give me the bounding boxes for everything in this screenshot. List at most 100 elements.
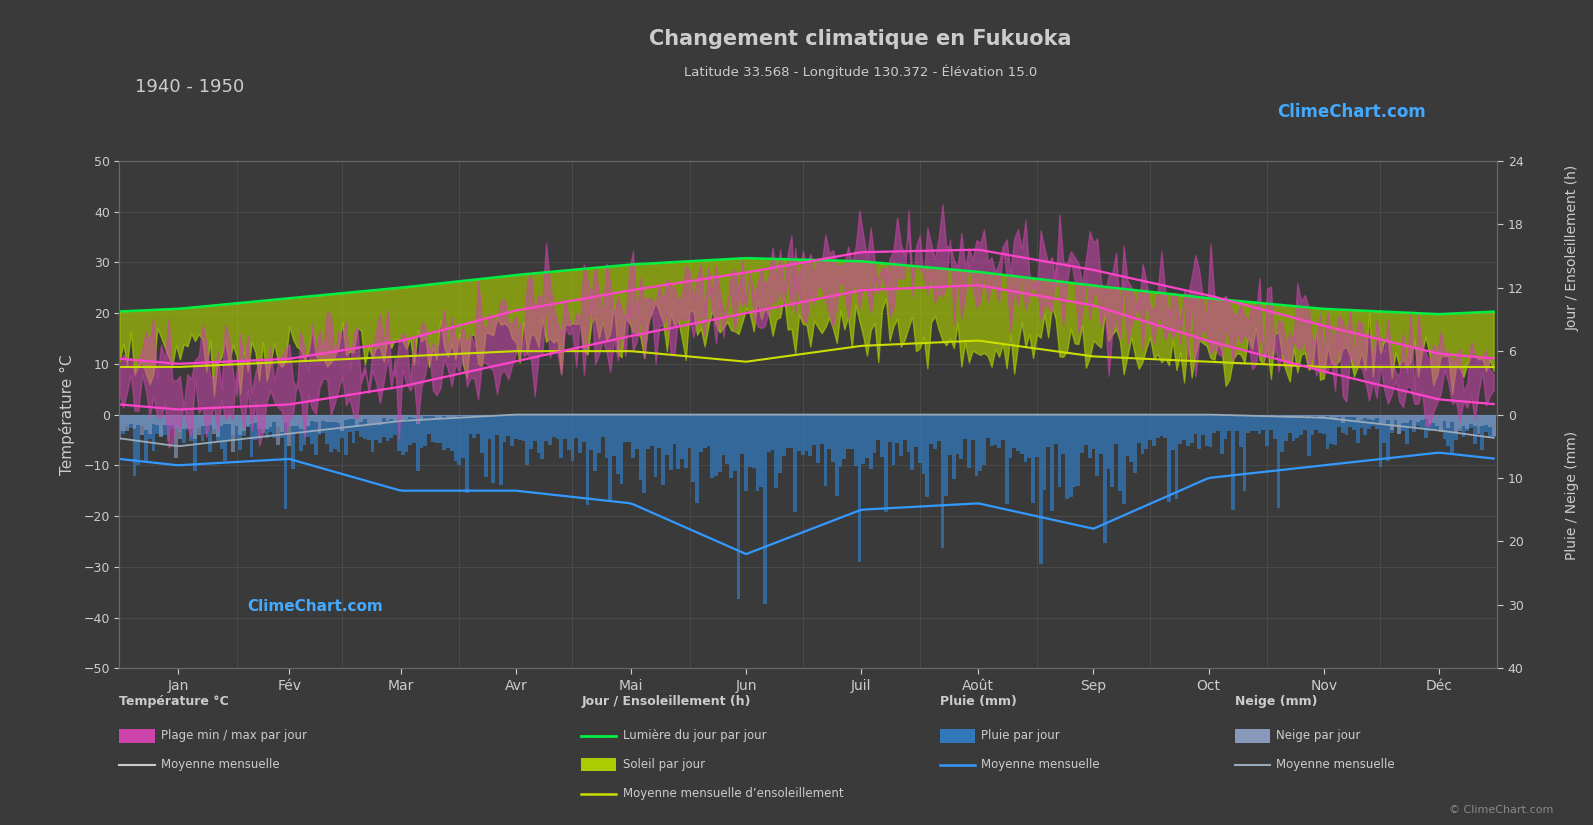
Bar <box>1352 414 1356 417</box>
Bar <box>397 414 401 420</box>
Bar <box>843 414 846 460</box>
Bar <box>1364 414 1367 417</box>
Bar <box>766 414 771 452</box>
Text: Moyenne mensuelle d’ensoleillement: Moyenne mensuelle d’ensoleillement <box>623 787 843 800</box>
Bar <box>204 414 209 434</box>
Bar <box>378 414 382 442</box>
Bar <box>790 414 793 448</box>
Bar <box>1352 414 1356 430</box>
Bar <box>386 414 389 441</box>
Bar <box>937 414 940 441</box>
Text: Lumière du jour par jour: Lumière du jour par jour <box>623 729 766 742</box>
Bar <box>382 414 386 437</box>
Bar <box>479 414 484 417</box>
Bar <box>209 414 212 425</box>
Bar <box>1325 414 1330 450</box>
Bar <box>1341 414 1344 423</box>
Bar <box>253 414 258 440</box>
Bar <box>1416 414 1419 427</box>
Bar <box>910 414 914 470</box>
Bar <box>1121 414 1126 504</box>
Text: © ClimeChart.com: © ClimeChart.com <box>1448 805 1553 815</box>
Bar <box>1480 414 1485 427</box>
Bar <box>1201 414 1204 435</box>
Bar <box>1419 414 1424 420</box>
Bar <box>752 414 755 468</box>
Bar <box>1394 414 1397 427</box>
Bar <box>416 414 419 424</box>
Bar <box>487 414 491 416</box>
Bar <box>408 414 413 446</box>
Bar <box>325 414 330 444</box>
Bar <box>1024 414 1027 462</box>
Bar <box>245 414 250 427</box>
Bar <box>1443 414 1446 439</box>
Bar <box>239 414 242 435</box>
Bar <box>1258 414 1262 416</box>
Bar <box>303 414 306 446</box>
Bar <box>1012 414 1016 447</box>
Bar <box>1262 414 1265 431</box>
Bar <box>495 414 499 435</box>
Bar <box>1258 414 1262 434</box>
Bar <box>725 414 730 464</box>
Bar <box>672 414 677 444</box>
Bar <box>918 414 922 463</box>
Bar <box>132 414 137 476</box>
Bar <box>389 414 393 437</box>
Bar <box>269 414 272 431</box>
Bar <box>1333 414 1337 420</box>
Bar <box>198 414 201 435</box>
Bar <box>405 414 408 419</box>
Bar <box>809 414 812 456</box>
Bar <box>424 414 427 446</box>
Bar <box>1228 414 1231 431</box>
Bar <box>1416 414 1419 422</box>
Text: Soleil par jour: Soleil par jour <box>623 758 706 771</box>
Bar <box>755 414 760 491</box>
Bar <box>209 414 212 451</box>
Bar <box>1047 414 1050 446</box>
Bar <box>710 414 714 478</box>
Bar <box>382 414 386 418</box>
Bar <box>137 414 140 425</box>
Bar <box>1330 414 1333 444</box>
Bar <box>929 414 933 444</box>
Bar <box>1424 414 1427 437</box>
Bar <box>1474 414 1477 426</box>
Bar <box>796 414 801 450</box>
Text: Neige par jour: Neige par jour <box>1276 729 1360 742</box>
Bar <box>1383 414 1386 443</box>
Bar <box>1306 414 1311 417</box>
Bar <box>416 414 419 471</box>
Bar <box>518 414 521 440</box>
Bar <box>284 414 287 509</box>
Bar <box>647 414 650 449</box>
Bar <box>1450 414 1454 455</box>
Bar <box>330 414 333 452</box>
Bar <box>1458 414 1461 431</box>
Bar <box>397 414 401 451</box>
Bar <box>174 414 178 458</box>
Bar <box>1450 414 1454 422</box>
Bar <box>1077 414 1080 486</box>
Bar <box>593 414 597 470</box>
Bar <box>435 414 438 443</box>
Bar <box>413 414 416 443</box>
Bar <box>143 414 148 430</box>
Bar <box>730 414 733 478</box>
Bar <box>1300 414 1303 436</box>
Bar <box>1314 414 1317 416</box>
Bar <box>280 414 284 431</box>
Bar <box>521 414 526 441</box>
Bar <box>386 414 389 421</box>
Bar <box>1477 414 1480 426</box>
Bar <box>454 414 457 461</box>
Bar <box>835 414 838 496</box>
Bar <box>473 414 476 438</box>
Bar <box>1446 414 1450 446</box>
Bar <box>1035 414 1039 457</box>
Bar <box>234 414 239 426</box>
Bar <box>804 414 809 451</box>
Bar <box>174 414 178 427</box>
